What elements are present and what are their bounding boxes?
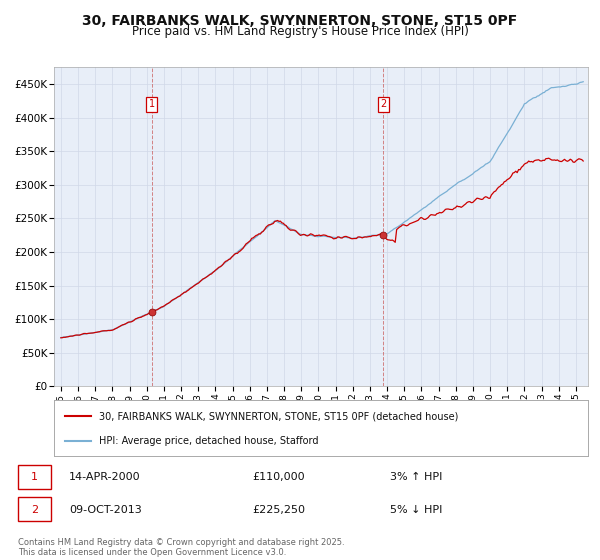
Text: 2: 2 <box>31 505 38 515</box>
Text: 1: 1 <box>148 99 155 109</box>
Text: £225,250: £225,250 <box>252 505 305 515</box>
Text: 30, FAIRBANKS WALK, SWYNNERTON, STONE, ST15 0PF: 30, FAIRBANKS WALK, SWYNNERTON, STONE, S… <box>82 14 518 28</box>
FancyBboxPatch shape <box>18 465 51 489</box>
Text: 2: 2 <box>380 99 386 109</box>
Text: £110,000: £110,000 <box>252 472 305 482</box>
Text: 1: 1 <box>31 472 38 482</box>
Text: Price paid vs. HM Land Registry's House Price Index (HPI): Price paid vs. HM Land Registry's House … <box>131 25 469 38</box>
Text: 3% ↑ HPI: 3% ↑ HPI <box>390 472 442 482</box>
Text: 09-OCT-2013: 09-OCT-2013 <box>69 505 142 515</box>
Text: Contains HM Land Registry data © Crown copyright and database right 2025.
This d: Contains HM Land Registry data © Crown c… <box>18 538 344 557</box>
Text: HPI: Average price, detached house, Stafford: HPI: Average price, detached house, Staf… <box>100 436 319 446</box>
Text: 30, FAIRBANKS WALK, SWYNNERTON, STONE, ST15 0PF (detached house): 30, FAIRBANKS WALK, SWYNNERTON, STONE, S… <box>100 411 459 421</box>
Text: 5% ↓ HPI: 5% ↓ HPI <box>390 505 442 515</box>
Text: 14-APR-2000: 14-APR-2000 <box>69 472 140 482</box>
FancyBboxPatch shape <box>18 497 51 521</box>
